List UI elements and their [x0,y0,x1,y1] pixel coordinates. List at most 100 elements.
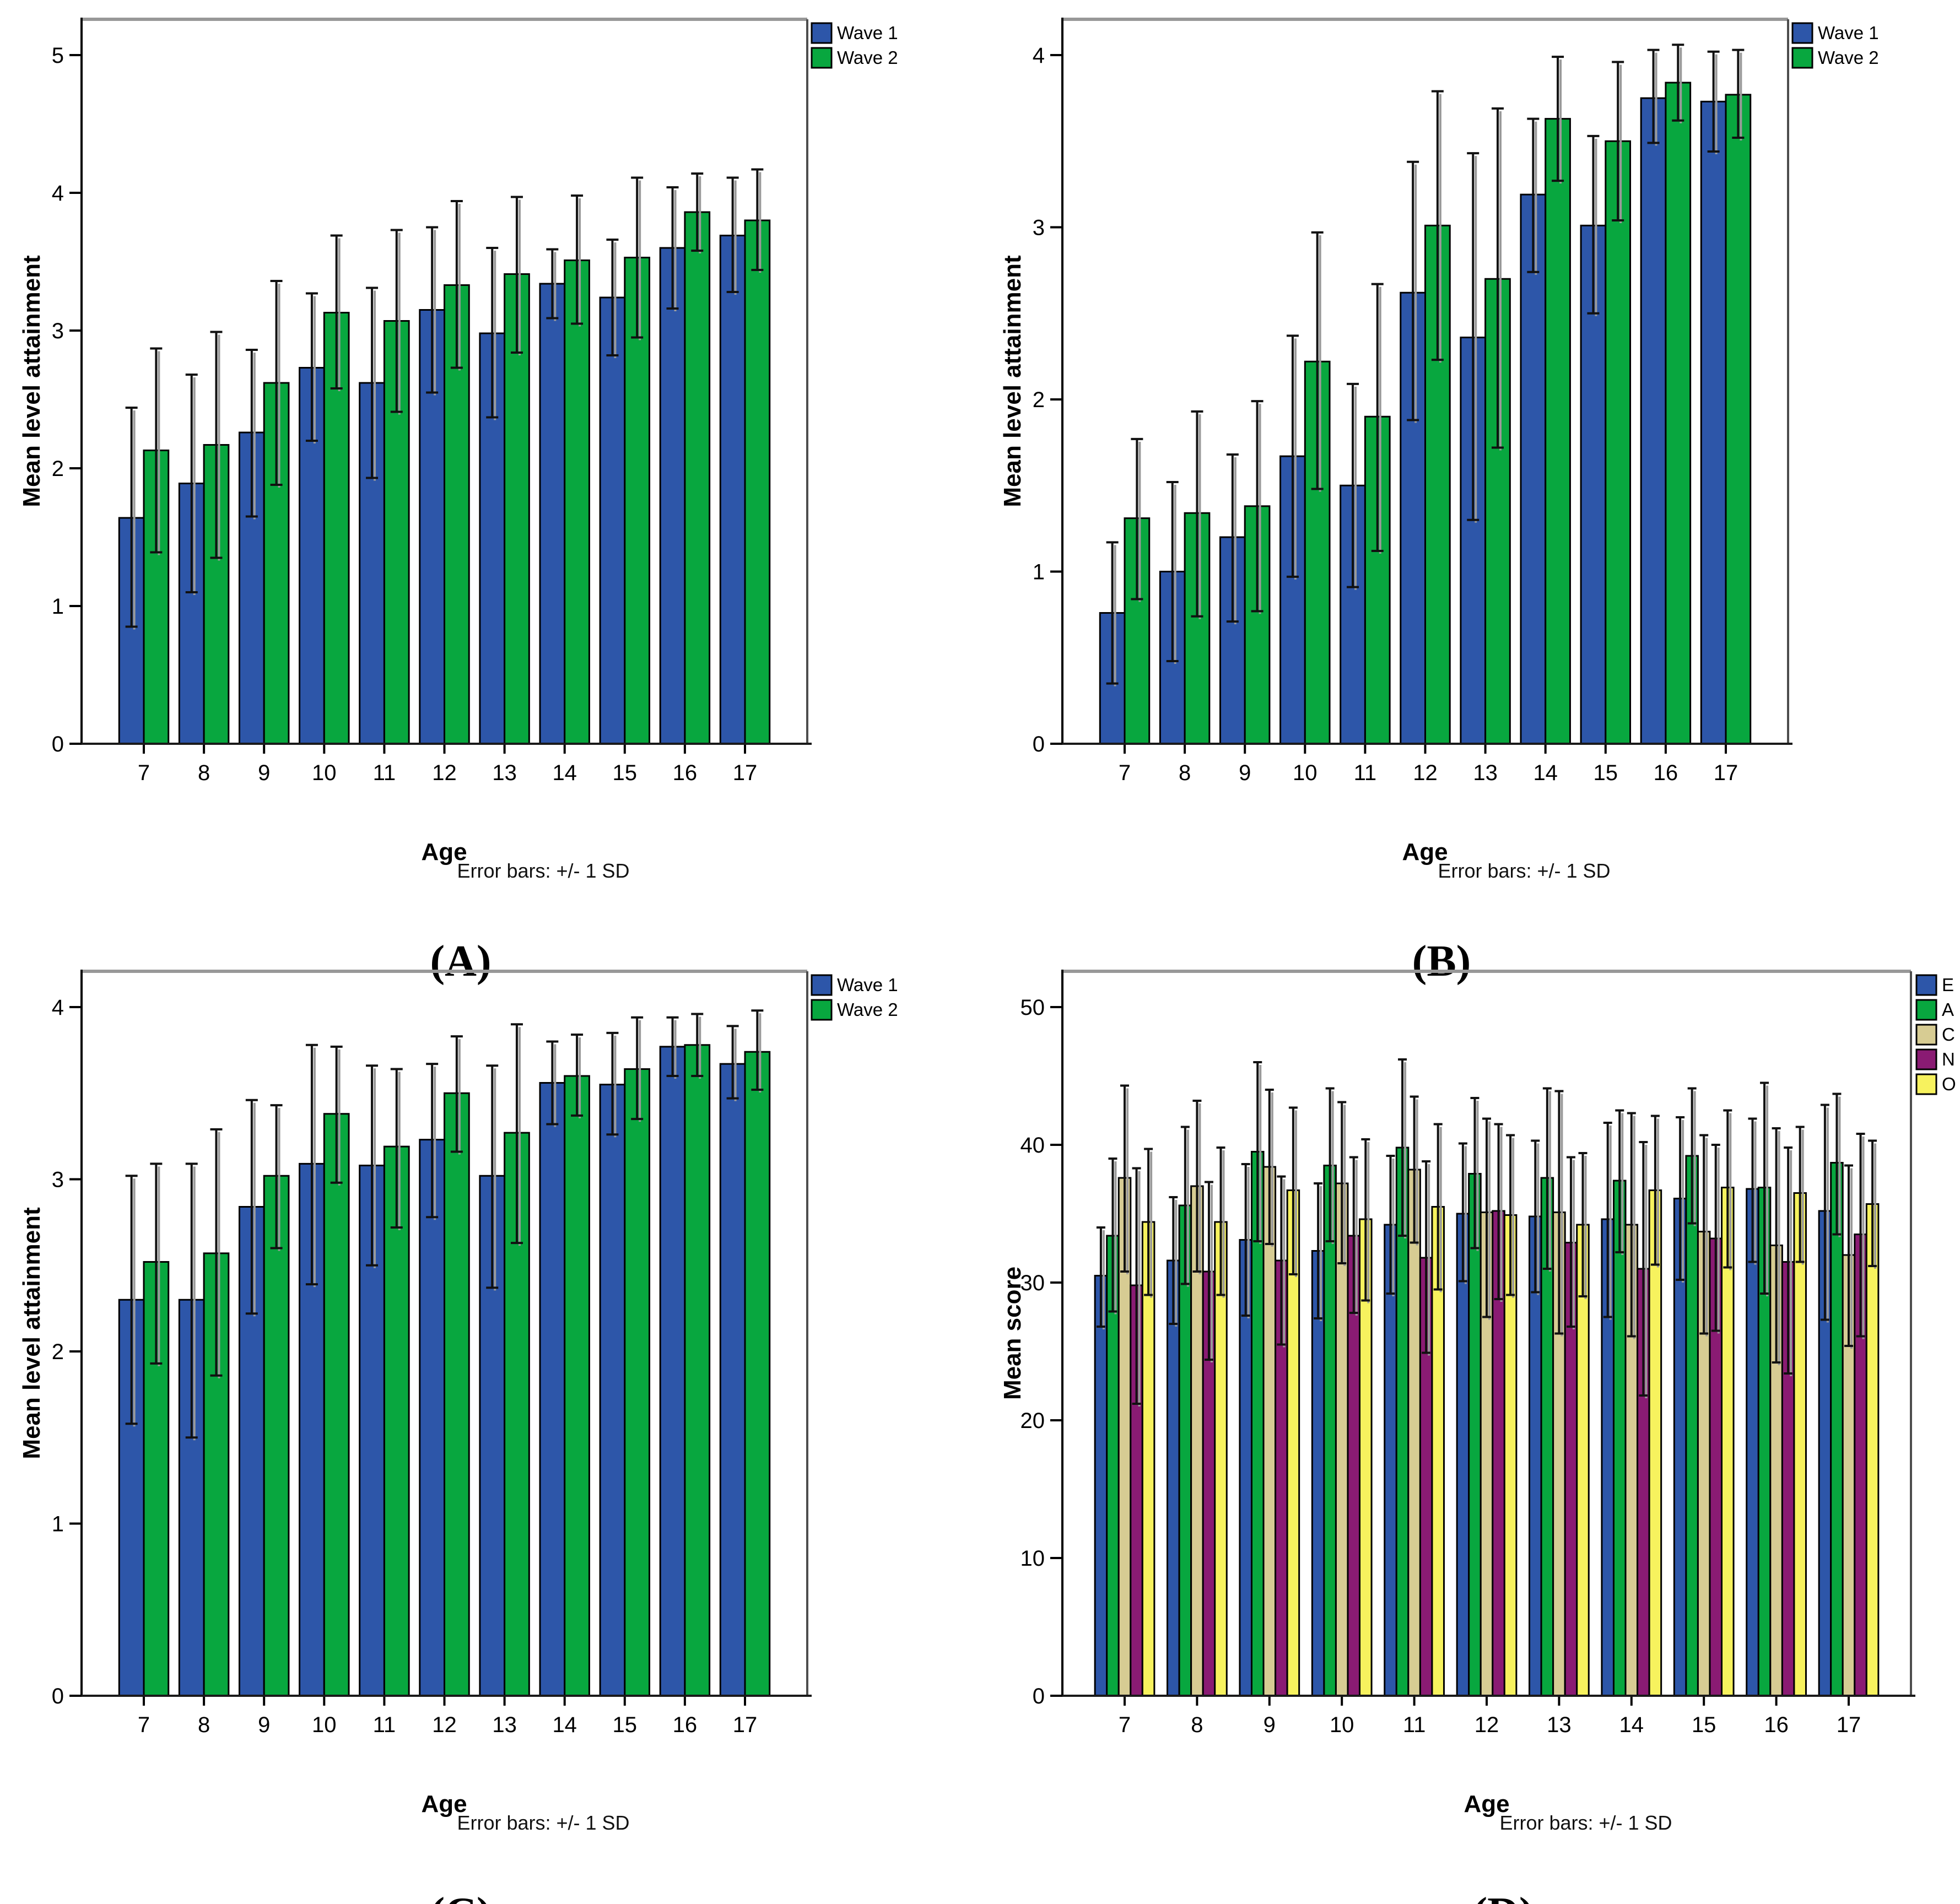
legend-swatch-N [1915,1048,1937,1070]
bar-A-age15 [1685,1155,1699,1697]
bar-Wave 1-age16 [1640,97,1667,745]
y-tick-label: 30 [1021,1271,1045,1295]
x-tick-label: 12 [432,1713,457,1737]
error-bars-note: Error bars: +/- 1 SD [457,859,630,882]
y-tick-label: 4 [1033,44,1045,68]
error-bars-note: Error bars: +/- 1 SD [1438,859,1611,882]
x-tick-label: 10 [312,761,337,785]
x-tick-label: 11 [373,761,396,785]
y-axis-title: Mean score [999,1266,1026,1400]
x-tick-label: 12 [1475,1713,1499,1737]
x-tick-label: 8 [198,761,210,785]
bar-Wave 1-age16 [659,1046,686,1697]
bar-E-age16 [1746,1188,1759,1697]
y-tick-label: 3 [52,319,64,343]
bar-E-age12 [1456,1213,1470,1697]
x-tick-label: 14 [552,1713,577,1737]
panel-c: 0 1 2 3 4 7 8 9 10 11 12 13 14 15 16 17 Wave 1 Wave 2 Mea… [0,952,979,1904]
panel-b: 0 1 2 3 4 7 8 9 10 11 12 13 14 15 16 17 Wave 1 Wave 2 Mea… [981,0,1960,986]
error-bars-note: Error bars: +/- 1 SD [1499,1811,1672,1834]
y-tick-label: 0 [52,732,64,756]
bar-Wave 2-age14 [1545,118,1571,745]
x-tick-label: 13 [1473,761,1498,785]
x-tick-label: 15 [1692,1713,1716,1737]
x-tick-label: 15 [613,761,638,785]
bar-Wave 2-age17 [744,219,771,745]
x-axis-title: Age [1464,1791,1510,1818]
bar-Wave 1-age17 [1700,100,1727,745]
legend-label-Wave 1: Wave 1 [837,975,898,995]
y-tick-label: 20 [1021,1409,1045,1433]
bar-Wave 2-age14 [564,1075,590,1697]
legend-swatch-E [1915,974,1937,996]
y-tick-label: 0 [1033,1684,1045,1708]
x-tick-label: 17 [1837,1713,1861,1737]
x-tick-label: 9 [1264,1713,1276,1737]
x-tick-label: 13 [1547,1713,1572,1737]
x-tick-label: 9 [258,1713,270,1737]
y-tick-label: 0 [52,1684,64,1708]
legend-label-C: C [1942,1024,1955,1045]
y-tick-label: 1 [52,594,64,619]
y-tick-label: 50 [1021,996,1045,1020]
bar-Wave 1-age12 [419,1139,445,1697]
bar-Wave 2-age9 [263,1175,290,1697]
legend-swatch-Wave 2 [811,47,833,69]
y-tick-label: 3 [52,1168,64,1192]
bar-Wave 2-age12 [444,1092,470,1697]
x-tick-label: 13 [492,761,517,785]
x-tick-label: 7 [1119,1713,1131,1737]
y-tick-label: 2 [1033,388,1045,412]
x-axis-title: Age [1402,839,1448,866]
x-tick-label: 16 [1654,761,1678,785]
bar-O-age17 [1865,1203,1880,1697]
x-tick-label: 8 [1191,1713,1203,1737]
legend-label-Wave 1: Wave 1 [837,23,898,43]
bar-Wave 2-age17 [1725,94,1752,745]
bar-E-age8 [1167,1259,1180,1697]
bar-Wave 2-age16 [684,211,711,745]
legend-swatch-C [1915,1024,1937,1046]
y-tick-label: 4 [52,996,64,1020]
legend-swatch-O [1915,1073,1937,1095]
x-tick-label: 15 [1594,761,1618,785]
legend-label-Wave 1: Wave 1 [1818,23,1879,43]
bar-Wave 1-age14 [539,1082,566,1697]
bar-Wave 1-age17 [719,235,746,745]
bar-Wave 1-age17 [719,1063,746,1697]
legend-label-E: E [1942,975,1954,995]
bar-Wave 2-age16 [1665,82,1692,745]
y-tick-label: 40 [1021,1133,1045,1157]
x-tick-label: 9 [1239,761,1251,785]
bar-C-age9 [1262,1166,1277,1697]
y-axis-title: Mean level attainment [18,1207,45,1459]
panel-caption: (D) [1472,1889,1534,1904]
legend-label-O: O [1942,1074,1956,1094]
bar-Wave 2-age15 [1605,140,1632,745]
x-tick-label: 17 [1714,761,1738,785]
bar-Wave 1-age14 [539,283,566,745]
bar-Wave 2-age11 [383,1145,410,1697]
x-tick-label: 13 [492,1713,517,1737]
x-tick-label: 15 [613,1713,638,1737]
y-tick-label: 5 [52,44,64,68]
legend-swatch-Wave 1 [811,22,833,44]
x-tick-label: 8 [198,1713,210,1737]
bar-Wave 1-age15 [599,296,626,745]
y-tick-label: 10 [1021,1546,1045,1571]
x-tick-label: 10 [1293,761,1318,785]
legend-swatch-A [1915,999,1937,1021]
x-axis-title: Age [421,1791,467,1818]
x-tick-label: 12 [1413,761,1438,785]
y-tick-label: 3 [1033,216,1045,240]
bar-Wave 2-age10 [323,1113,350,1697]
bar-O-age16 [1793,1192,1807,1697]
legend-swatch-Wave 1 [811,974,833,996]
bar-O-age14 [1648,1189,1662,1697]
bar-Wave 2-age16 [684,1044,711,1697]
y-tick-label: 4 [52,181,64,205]
